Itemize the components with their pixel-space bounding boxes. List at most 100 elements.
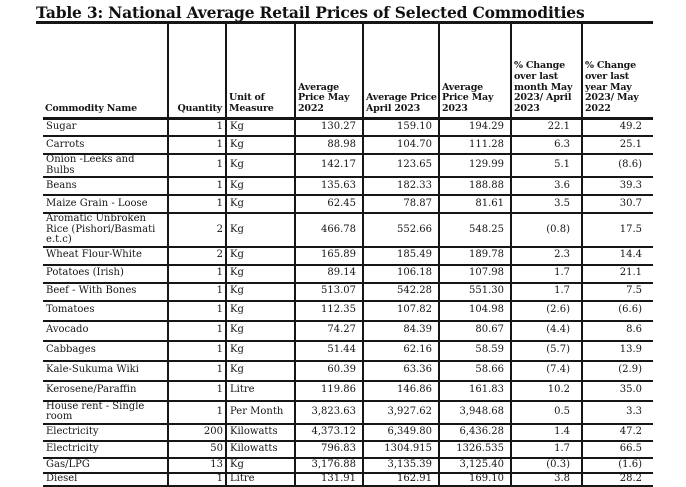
column-header: Average Price May 2022 [295,24,364,120]
pct-change-last-month-cell: 3.8 [511,472,583,487]
avg-price-april-2023-cell: 542.28 [363,282,440,302]
column-header: Average Price April 2023 [363,24,440,120]
pct-change-last-month-cell: 5.1 [511,154,583,178]
column-header: Commodity Name [43,24,169,120]
unit-of-measure-cell: Kg [226,360,296,382]
avg-price-may-2023-cell: 111.28 [439,136,512,155]
avg-price-may-2022-cell: 89.14 [295,264,364,284]
pct-change-last-year-cell: (8.6) [582,154,653,178]
table-row: Avocado 1 Kg 74.27 84.39 80.67 (4.4) 8.6 [43,320,653,342]
avg-price-april-2023-cell: 63.36 [363,360,440,382]
unit-of-measure-cell: Kg [226,320,296,342]
pct-change-last-year-cell: 21.4 [582,485,653,487]
avg-price-may-2023-cell: 81.61 [439,195,512,214]
pct-change-last-year-cell: 35.0 [582,380,653,402]
column-header: % Change over last year May 2023/ May 20… [582,24,653,120]
quantity-cell: 1 [168,485,227,487]
avg-price-may-2023-cell: 80.67 [439,320,512,342]
unit-of-measure-cell: Kg [226,264,296,284]
avg-price-may-2022-cell: 4,373.12 [295,423,364,442]
header-row: Commodity Name Quantity Unit of Measure Ave… [43,24,653,120]
avg-price-may-2023-cell: 183.29 [439,485,512,487]
unit-of-measure-cell: Kg [226,154,296,178]
table-row: Onion -Leeks and Bulbs 1 Kg 142.17 123.6… [43,154,653,178]
pct-change-last-month-cell: (0.8) [511,213,583,248]
avg-price-april-2023-cell: 1304.915 [363,440,440,459]
pct-change-last-month-cell: 3.5 [511,195,583,214]
table-body: Sugar 1 Kg 130.27 159.10 194.29 22.1 49.… [43,118,653,487]
avg-price-may-2022-cell: 51.44 [295,340,364,362]
commodity-name-cell: Onion -Leeks and Bulbs [43,154,169,178]
pct-change-last-month-cell: (2.6) [511,300,583,322]
avg-price-may-2022-cell: 3,176.88 [295,457,364,474]
quantity-cell: 1 [168,400,227,425]
avg-price-april-2023-cell: 3,927.62 [363,400,440,425]
quantity-cell: 200 [168,423,227,442]
table-row: Kerosene/Paraffin 1 Litre 119.86 146.86 … [43,380,653,402]
pct-change-last-month-cell: 10.2 [511,380,583,402]
pct-change-last-year-cell: 39.3 [582,177,653,196]
commodity-name-cell: Petrol [43,485,169,487]
unit-of-measure-cell: Kg [226,282,296,302]
column-header: Unit of Measure [226,24,296,120]
avg-price-may-2022-cell: 60.39 [295,360,364,382]
unit-of-measure-cell: Litre [226,485,296,487]
commodity-name-cell: Beef - With Bones [43,282,169,302]
table-row: Diesel 1 Litre 131.91 162.91 169.10 3.8 … [43,472,653,487]
quantity-cell: 1 [168,380,227,402]
avg-price-may-2023-cell: 129.99 [439,154,512,178]
commodity-name-cell: Beans [43,177,169,196]
table-row: Beef - With Bones 1 Kg 513.07 542.28 551… [43,282,653,302]
table-row: Tomatoes 1 Kg 112.35 107.82 104.98 (2.6)… [43,300,653,322]
table-row: Maize Grain - Loose 1 Kg 62.45 78.87 81.… [43,195,653,214]
commodity-name-cell: Aromatic Unbroken Rice (Pishori/Basmati … [43,213,169,248]
table-row: House rent - Single room 1 Per Month 3,8… [43,400,653,425]
avg-price-april-2023-cell: 104.70 [363,136,440,155]
pct-change-last-month-cell: 1.7 [511,282,583,302]
avg-price-april-2023-cell: 182.33 [363,177,440,196]
unit-of-measure-cell: Kg [226,195,296,214]
quantity-cell: 1 [168,264,227,284]
column-header: Quantity [168,24,227,120]
avg-price-april-2023-cell: 62.16 [363,340,440,362]
unit-of-measure-cell: Kg [226,118,296,137]
pct-change-last-year-cell: (6.6) [582,300,653,322]
quantity-cell: 1 [168,300,227,322]
avg-price-may-2023-cell: 104.98 [439,300,512,322]
table-row: Cabbages 1 Kg 51.44 62.16 58.59 (5.7) 13… [43,340,653,362]
pct-change-last-year-cell: 13.9 [582,340,653,362]
quantity-cell: 1 [168,472,227,487]
commodity-name-cell: Cabbages [43,340,169,362]
quantity-cell: 1 [168,282,227,302]
commodity-name-cell: Gas/LPG [43,457,169,474]
avg-price-may-2023-cell: 6,436.28 [439,423,512,442]
avg-price-may-2022-cell: 74.27 [295,320,364,342]
avg-price-may-2023-cell: 548.25 [439,213,512,248]
table-row: Sugar 1 Kg 130.27 159.10 194.29 22.1 49.… [43,118,653,137]
avg-price-april-2023-cell: 552.66 [363,213,440,248]
avg-price-may-2022-cell: 466.78 [295,213,364,248]
quantity-cell: 50 [168,440,227,459]
avg-price-april-2023-cell: 185.49 [363,246,440,266]
pct-change-last-month-cell: 0.5 [511,400,583,425]
pct-change-last-year-cell: 7.5 [582,282,653,302]
pct-change-last-year-cell: (2.9) [582,360,653,382]
page-title: Table 3: National Average Retail Prices … [36,3,585,22]
avg-price-may-2022-cell: 142.17 [295,154,364,178]
commodity-table: Commodity Name Quantity Unit of Measure Ave… [43,24,653,487]
pct-change-last-year-cell: 3.3 [582,400,653,425]
pct-change-last-month-cell: 22.1 [511,118,583,137]
column-header: % Change over last month May 2023/ April… [511,24,583,120]
pct-change-last-month-cell: 1.7 [511,440,583,459]
avg-price-may-2022-cell: 88.98 [295,136,364,155]
avg-price-may-2022-cell: 131.91 [295,472,364,487]
avg-price-may-2022-cell: 3,823.63 [295,400,364,425]
table-row: Carrots 1 Kg 88.98 104.70 111.28 6.3 25.… [43,136,653,155]
avg-price-april-2023-cell: 107.82 [363,300,440,322]
pct-change-last-year-cell: 47.2 [582,423,653,442]
pct-change-last-year-cell: 14.4 [582,246,653,266]
quantity-cell: 1 [168,320,227,342]
avg-price-may-2023-cell: 58.66 [439,360,512,382]
avg-price-may-2022-cell: 62.45 [295,195,364,214]
